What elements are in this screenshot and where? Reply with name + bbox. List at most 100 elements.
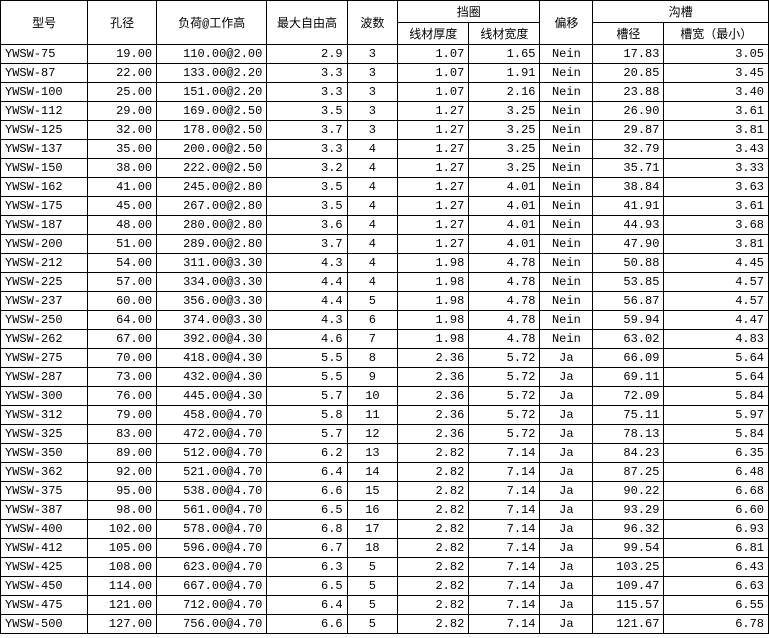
cell: Nein <box>540 83 593 102</box>
cell: 4 <box>347 235 398 254</box>
cell: 4.4 <box>267 292 347 311</box>
cell: 4.78 <box>469 311 540 330</box>
table-head: 型号 孔径 负荷@工作高 最大自由高 波数 挡圈 偏移 沟槽 线材厚度 线材宽度… <box>1 1 769 45</box>
cell: 109.47 <box>593 577 664 596</box>
cell: 3.61 <box>664 197 769 216</box>
cell: 6.35 <box>664 444 769 463</box>
cell: 4.01 <box>469 197 540 216</box>
cell: 5.72 <box>469 368 540 387</box>
cell: 72.09 <box>593 387 664 406</box>
cell: 1.98 <box>398 254 469 273</box>
cell: 178.00@2.50 <box>157 121 267 140</box>
cell: 311.00@3.30 <box>157 254 267 273</box>
cell: Nein <box>540 178 593 197</box>
col-model: 型号 <box>1 1 88 45</box>
cell: 4.01 <box>469 235 540 254</box>
cell: 3.81 <box>664 121 769 140</box>
cell: YWSW-387 <box>1 501 88 520</box>
cell: 2.36 <box>398 425 469 444</box>
cell: 5.5 <box>267 368 347 387</box>
cell: 538.00@4.70 <box>157 482 267 501</box>
cell: 596.00@4.70 <box>157 539 267 558</box>
table-row: YWSW-28773.00432.00@4.305.592.365.72Ja69… <box>1 368 769 387</box>
cell: 5.7 <box>267 425 347 444</box>
cell: 521.00@4.70 <box>157 463 267 482</box>
cell: 95.00 <box>88 482 157 501</box>
col-maxfree: 最大自由高 <box>267 1 347 45</box>
cell: 76.00 <box>88 387 157 406</box>
cell: Ja <box>540 615 593 634</box>
cell: YWSW-112 <box>1 102 88 121</box>
cell: 5.64 <box>664 349 769 368</box>
cell: 18 <box>347 539 398 558</box>
cell: 6.5 <box>267 501 347 520</box>
cell: 392.00@4.30 <box>157 330 267 349</box>
cell: Nein <box>540 121 593 140</box>
cell: 105.00 <box>88 539 157 558</box>
cell: YWSW-287 <box>1 368 88 387</box>
cell: 7.14 <box>469 482 540 501</box>
cell: YWSW-475 <box>1 596 88 615</box>
cell: 35.00 <box>88 140 157 159</box>
cell: 5.97 <box>664 406 769 425</box>
cell: Ja <box>540 596 593 615</box>
cell: Ja <box>540 520 593 539</box>
cell: 6 <box>347 311 398 330</box>
table-row: YWSW-13735.00200.00@2.503.341.273.25Nein… <box>1 140 769 159</box>
table-row: YWSW-22557.00334.00@3.304.441.984.78Nein… <box>1 273 769 292</box>
cell: 2.82 <box>398 539 469 558</box>
table-row: YWSW-20051.00289.00@2.803.741.274.01Nein… <box>1 235 769 254</box>
table-row: YWSW-475121.00712.00@4.706.452.827.14Ja1… <box>1 596 769 615</box>
table-row: YWSW-15038.00222.00@2.503.241.273.25Nein… <box>1 159 769 178</box>
table-row: YWSW-8722.00133.00@2.203.331.071.91Nein2… <box>1 64 769 83</box>
cell: 63.02 <box>593 330 664 349</box>
cell: YWSW-175 <box>1 197 88 216</box>
cell: 1.91 <box>469 64 540 83</box>
cell: 4.01 <box>469 216 540 235</box>
cell: 92.00 <box>88 463 157 482</box>
cell: 4.78 <box>469 292 540 311</box>
cell: YWSW-275 <box>1 349 88 368</box>
cell: 6.4 <box>267 463 347 482</box>
cell: YWSW-100 <box>1 83 88 102</box>
cell: YWSW-200 <box>1 235 88 254</box>
cell: Nein <box>540 273 593 292</box>
cell: 3.63 <box>664 178 769 197</box>
table-row: YWSW-12532.00178.00@2.503.731.273.25Nein… <box>1 121 769 140</box>
cell: 3 <box>347 83 398 102</box>
cell: 5.5 <box>267 349 347 368</box>
table-row: YWSW-26267.00392.00@4.304.671.984.78Nein… <box>1 330 769 349</box>
cell: YWSW-150 <box>1 159 88 178</box>
table-row: YWSW-450114.00667.00@4.706.552.827.14Ja1… <box>1 577 769 596</box>
table-row: YWSW-38798.00561.00@4.706.5162.827.14Ja9… <box>1 501 769 520</box>
cell: 4.57 <box>664 292 769 311</box>
cell: 17 <box>347 520 398 539</box>
cell: 73.00 <box>88 368 157 387</box>
cell: 6.60 <box>664 501 769 520</box>
cell: 4.78 <box>469 330 540 349</box>
cell: Ja <box>540 349 593 368</box>
cell: 756.00@4.70 <box>157 615 267 634</box>
cell: 11 <box>347 406 398 425</box>
cell: Ja <box>540 406 593 425</box>
cell: YWSW-87 <box>1 64 88 83</box>
cell: 2.82 <box>398 596 469 615</box>
cell: 5 <box>347 577 398 596</box>
col-groove-dia: 槽径 <box>593 23 664 45</box>
cell: 4 <box>347 178 398 197</box>
cell: 1.27 <box>398 235 469 254</box>
cell: 1.27 <box>398 159 469 178</box>
cell: 22.00 <box>88 64 157 83</box>
cell: 50.88 <box>593 254 664 273</box>
cell: 35.71 <box>593 159 664 178</box>
cell: Nein <box>540 140 593 159</box>
cell: 48.00 <box>88 216 157 235</box>
cell: 5 <box>347 292 398 311</box>
cell: 6.7 <box>267 539 347 558</box>
cell: 267.00@2.80 <box>157 197 267 216</box>
cell: 32.79 <box>593 140 664 159</box>
cell: YWSW-312 <box>1 406 88 425</box>
cell: 5.72 <box>469 349 540 368</box>
cell: 56.87 <box>593 292 664 311</box>
cell: 1.98 <box>398 273 469 292</box>
